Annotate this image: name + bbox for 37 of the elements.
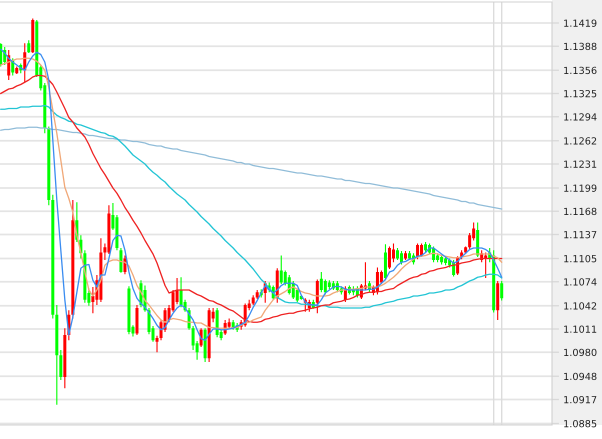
candlestick bbox=[388, 246, 391, 270]
y-tick-label: 1.1356 bbox=[564, 66, 597, 74]
candlestick bbox=[320, 271, 323, 293]
candlestick bbox=[424, 241, 428, 254]
line-series bbox=[0, 104, 502, 309]
y-tick-label: 1.1419 bbox=[564, 19, 596, 27]
y-tick-label: 1.1294 bbox=[564, 113, 597, 121]
candlestick bbox=[280, 254, 283, 285]
y-tick-label: 1.1042 bbox=[564, 302, 596, 310]
candlestick bbox=[27, 40, 30, 54]
y-tick-label: 1.0948 bbox=[564, 372, 596, 380]
candlestick bbox=[500, 280, 504, 302]
candlestick bbox=[324, 278, 327, 296]
y-tick-label: 1.1074 bbox=[564, 278, 597, 286]
candlestick bbox=[396, 247, 399, 261]
candlestick bbox=[468, 232, 472, 250]
y-tick-label: 1.1325 bbox=[564, 90, 596, 98]
y-tick-label: 1.1137 bbox=[564, 230, 596, 238]
line-series bbox=[0, 126, 502, 210]
y-tick-label: 1.0917 bbox=[564, 396, 596, 404]
candlestick bbox=[296, 288, 299, 303]
y-tick-label: 1.1388 bbox=[564, 42, 596, 50]
y-tick-label: 1.1262 bbox=[564, 137, 596, 145]
candlestick bbox=[316, 278, 319, 314]
y-tick-label: 1.0885 bbox=[564, 420, 596, 428]
y-tick-label: 1.0980 bbox=[564, 348, 596, 356]
y-tick-label: 1.1199 bbox=[564, 184, 596, 192]
y-tick-label: 1.1231 bbox=[564, 160, 596, 168]
y-tick-label: 1.1011 bbox=[564, 325, 596, 333]
candlestick bbox=[180, 276, 183, 308]
candlestick bbox=[59, 349, 62, 381]
candlestick bbox=[400, 250, 404, 266]
candlestick bbox=[156, 335, 159, 353]
y-tick-label: 1.1168 bbox=[564, 208, 596, 216]
candlestick bbox=[119, 247, 122, 274]
candlestick bbox=[192, 325, 195, 351]
y-tick-label: 1.1105 bbox=[564, 254, 596, 262]
